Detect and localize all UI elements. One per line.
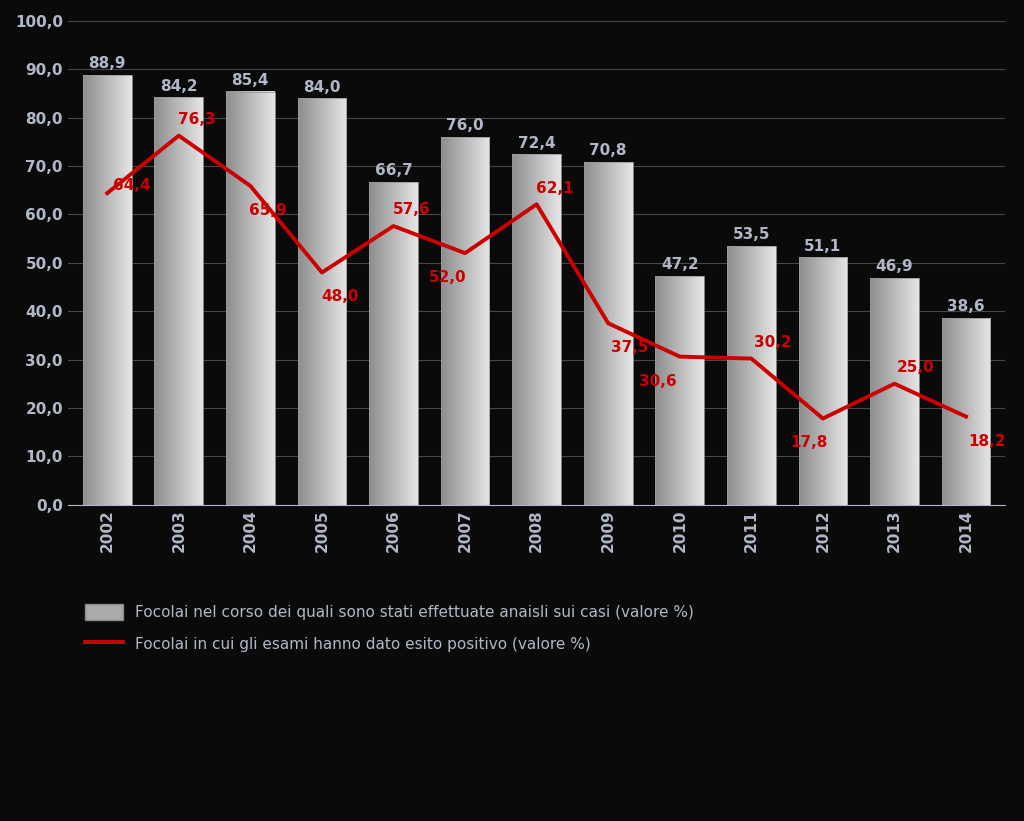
Bar: [727, 245, 775, 505]
Text: 85,4: 85,4: [231, 73, 269, 88]
Bar: [870, 277, 919, 505]
Text: 47,2: 47,2: [660, 258, 698, 273]
Bar: [655, 277, 705, 505]
Text: 46,9: 46,9: [876, 259, 913, 274]
Text: 48,0: 48,0: [322, 290, 358, 305]
Bar: [370, 182, 418, 505]
Text: 76,3: 76,3: [178, 112, 215, 127]
Bar: [298, 99, 346, 505]
Text: 66,7: 66,7: [375, 163, 413, 178]
Text: 64,4: 64,4: [114, 178, 152, 193]
Legend: Focolai nel corso dei quali sono stati effettuate anaisli sui casi (valore %), F: Focolai nel corso dei quali sono stati e…: [85, 604, 694, 652]
Text: 30,6: 30,6: [639, 374, 677, 388]
Text: 17,8: 17,8: [790, 435, 827, 451]
Bar: [83, 75, 131, 505]
Text: 65,9: 65,9: [250, 203, 287, 218]
Text: 84,0: 84,0: [303, 80, 341, 94]
Bar: [226, 92, 274, 505]
Text: 53,5: 53,5: [732, 227, 770, 242]
Text: 72,4: 72,4: [518, 135, 555, 150]
Text: 70,8: 70,8: [590, 144, 627, 158]
Text: 18,2: 18,2: [969, 433, 1007, 448]
Bar: [942, 318, 990, 505]
Text: 76,0: 76,0: [446, 118, 484, 133]
Text: 88,9: 88,9: [88, 56, 126, 71]
Text: 30,2: 30,2: [754, 335, 792, 350]
Bar: [584, 163, 633, 505]
Text: 38,6: 38,6: [947, 299, 985, 314]
Text: 57,6: 57,6: [392, 202, 430, 218]
Text: 84,2: 84,2: [160, 79, 198, 94]
Text: 25,0: 25,0: [897, 360, 935, 375]
Bar: [799, 258, 847, 505]
Bar: [155, 98, 203, 505]
Text: 52,0: 52,0: [428, 270, 466, 285]
Text: 37,5: 37,5: [611, 340, 648, 355]
Bar: [440, 137, 489, 505]
Text: 51,1: 51,1: [804, 239, 842, 254]
Bar: [512, 154, 561, 505]
Text: 62,1: 62,1: [536, 181, 573, 195]
